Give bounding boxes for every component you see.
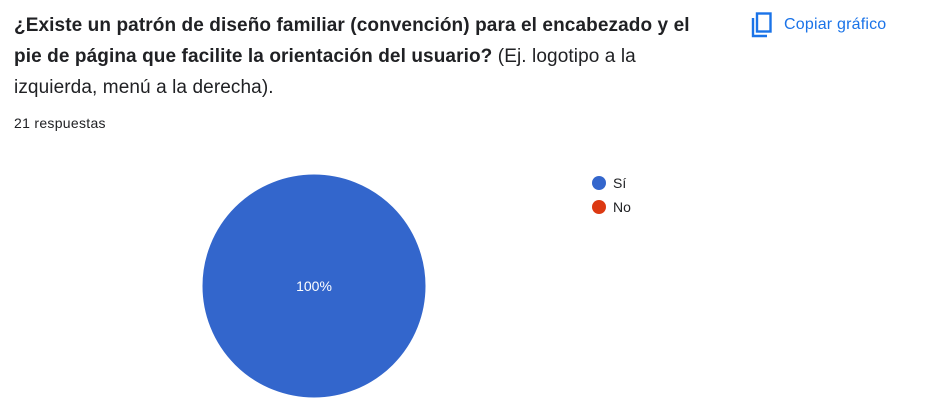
copy-icon	[748, 11, 774, 39]
pie-slice-0[interactable]	[201, 173, 427, 399]
responses-count: 21 respuestas	[14, 115, 106, 131]
copy-chart-button[interactable]: Copiar gráfico	[748, 8, 886, 42]
legend-swatch-1	[592, 200, 606, 214]
question-title: ¿Existe un patrón de diseño familiar (co…	[14, 10, 704, 103]
question-title-hint: (Ej. logotipo a la izquierda, menú a la …	[14, 46, 636, 98]
legend-label-1: No	[613, 199, 631, 215]
pie-data-label-0: 100%	[296, 278, 332, 294]
legend-item-0[interactable]: Sí	[592, 171, 631, 195]
legend-item-1[interactable]: No	[592, 195, 631, 219]
question-title-bold: ¿Existe un patrón de diseño familiar (co…	[14, 15, 690, 67]
copy-chart-label: Copiar gráfico	[784, 16, 887, 33]
chart-legend: Sí No	[592, 171, 631, 219]
legend-swatch-0	[592, 176, 606, 190]
legend-label-0: Sí	[613, 175, 627, 191]
